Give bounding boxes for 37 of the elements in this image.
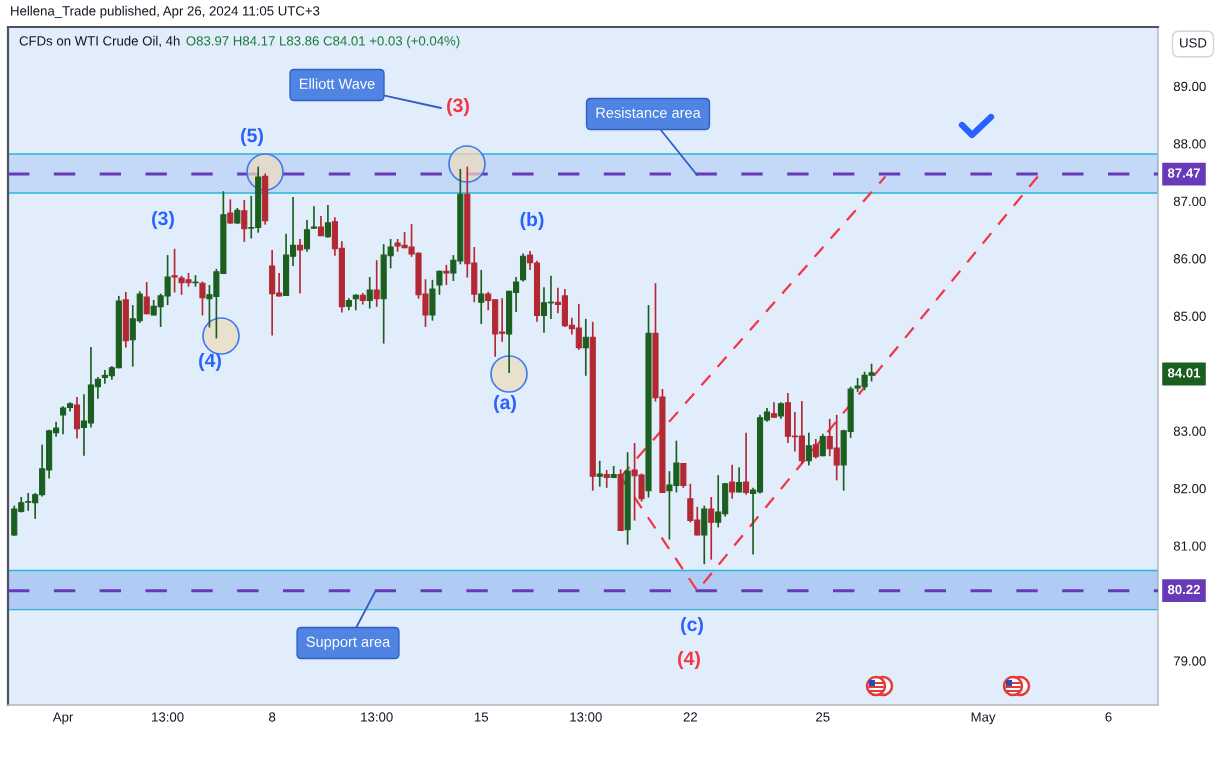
y-tick-label: 79.00 bbox=[1173, 656, 1206, 666]
y-tick-label: 83.00 bbox=[1173, 426, 1206, 436]
y-tick-label: 88.00 bbox=[1173, 139, 1206, 149]
annotation: (4) bbox=[199, 352, 221, 372]
annotation: (a) bbox=[494, 394, 516, 414]
y-tick-label: 85.00 bbox=[1173, 311, 1206, 321]
annotation: (3) bbox=[447, 97, 469, 117]
x-tick-label: 15 bbox=[474, 712, 489, 722]
y-tick-label: 86.00 bbox=[1173, 254, 1206, 264]
annotation: (3) bbox=[152, 210, 174, 230]
x-tick-label: 25 bbox=[816, 712, 830, 722]
x-tick-label: 6 bbox=[1105, 712, 1112, 722]
y-axis-title: USD bbox=[1180, 38, 1207, 48]
annotation: (b) bbox=[520, 211, 544, 231]
x-tick-label: 8 bbox=[269, 712, 276, 722]
text: O83.97 H84.17 L83.86 C84.01 +0.03 (+0.04%) bbox=[186, 35, 460, 49]
ref-line-label: 80.22 bbox=[1167, 584, 1200, 595]
x-tick-label: 13:00 bbox=[152, 712, 184, 722]
y-tick-label: 81.00 bbox=[1173, 541, 1206, 551]
band-label: Resistance area bbox=[596, 107, 701, 118]
y-tick-label: 89.00 bbox=[1173, 81, 1206, 92]
text: Hellena_Trade published, Apr 26, 2024 11:05 UTC+3 bbox=[11, 5, 320, 19]
band-label: Support area bbox=[306, 636, 391, 650]
y-tick-label: 82.00 bbox=[1173, 483, 1206, 494]
x-tick-label: 13:00 bbox=[361, 712, 393, 722]
text: CFDs on WTI Crude Oil, 4h bbox=[19, 35, 180, 48]
annotation: Elliott Wave bbox=[299, 78, 375, 89]
x-tick-label: 13:00 bbox=[570, 712, 602, 722]
y-tick-label: 87.00 bbox=[1173, 196, 1206, 207]
ref-line-label: 87.47 bbox=[1167, 168, 1200, 178]
text: 84.01 bbox=[1167, 368, 1201, 378]
x-tick-label: Apr bbox=[52, 712, 74, 725]
x-tick-label: May bbox=[971, 712, 996, 725]
annotation: (5) bbox=[241, 127, 263, 147]
x-tick-label: 22 bbox=[683, 712, 698, 722]
annotation: (c) bbox=[681, 616, 703, 636]
annotation: (4) bbox=[678, 650, 700, 670]
